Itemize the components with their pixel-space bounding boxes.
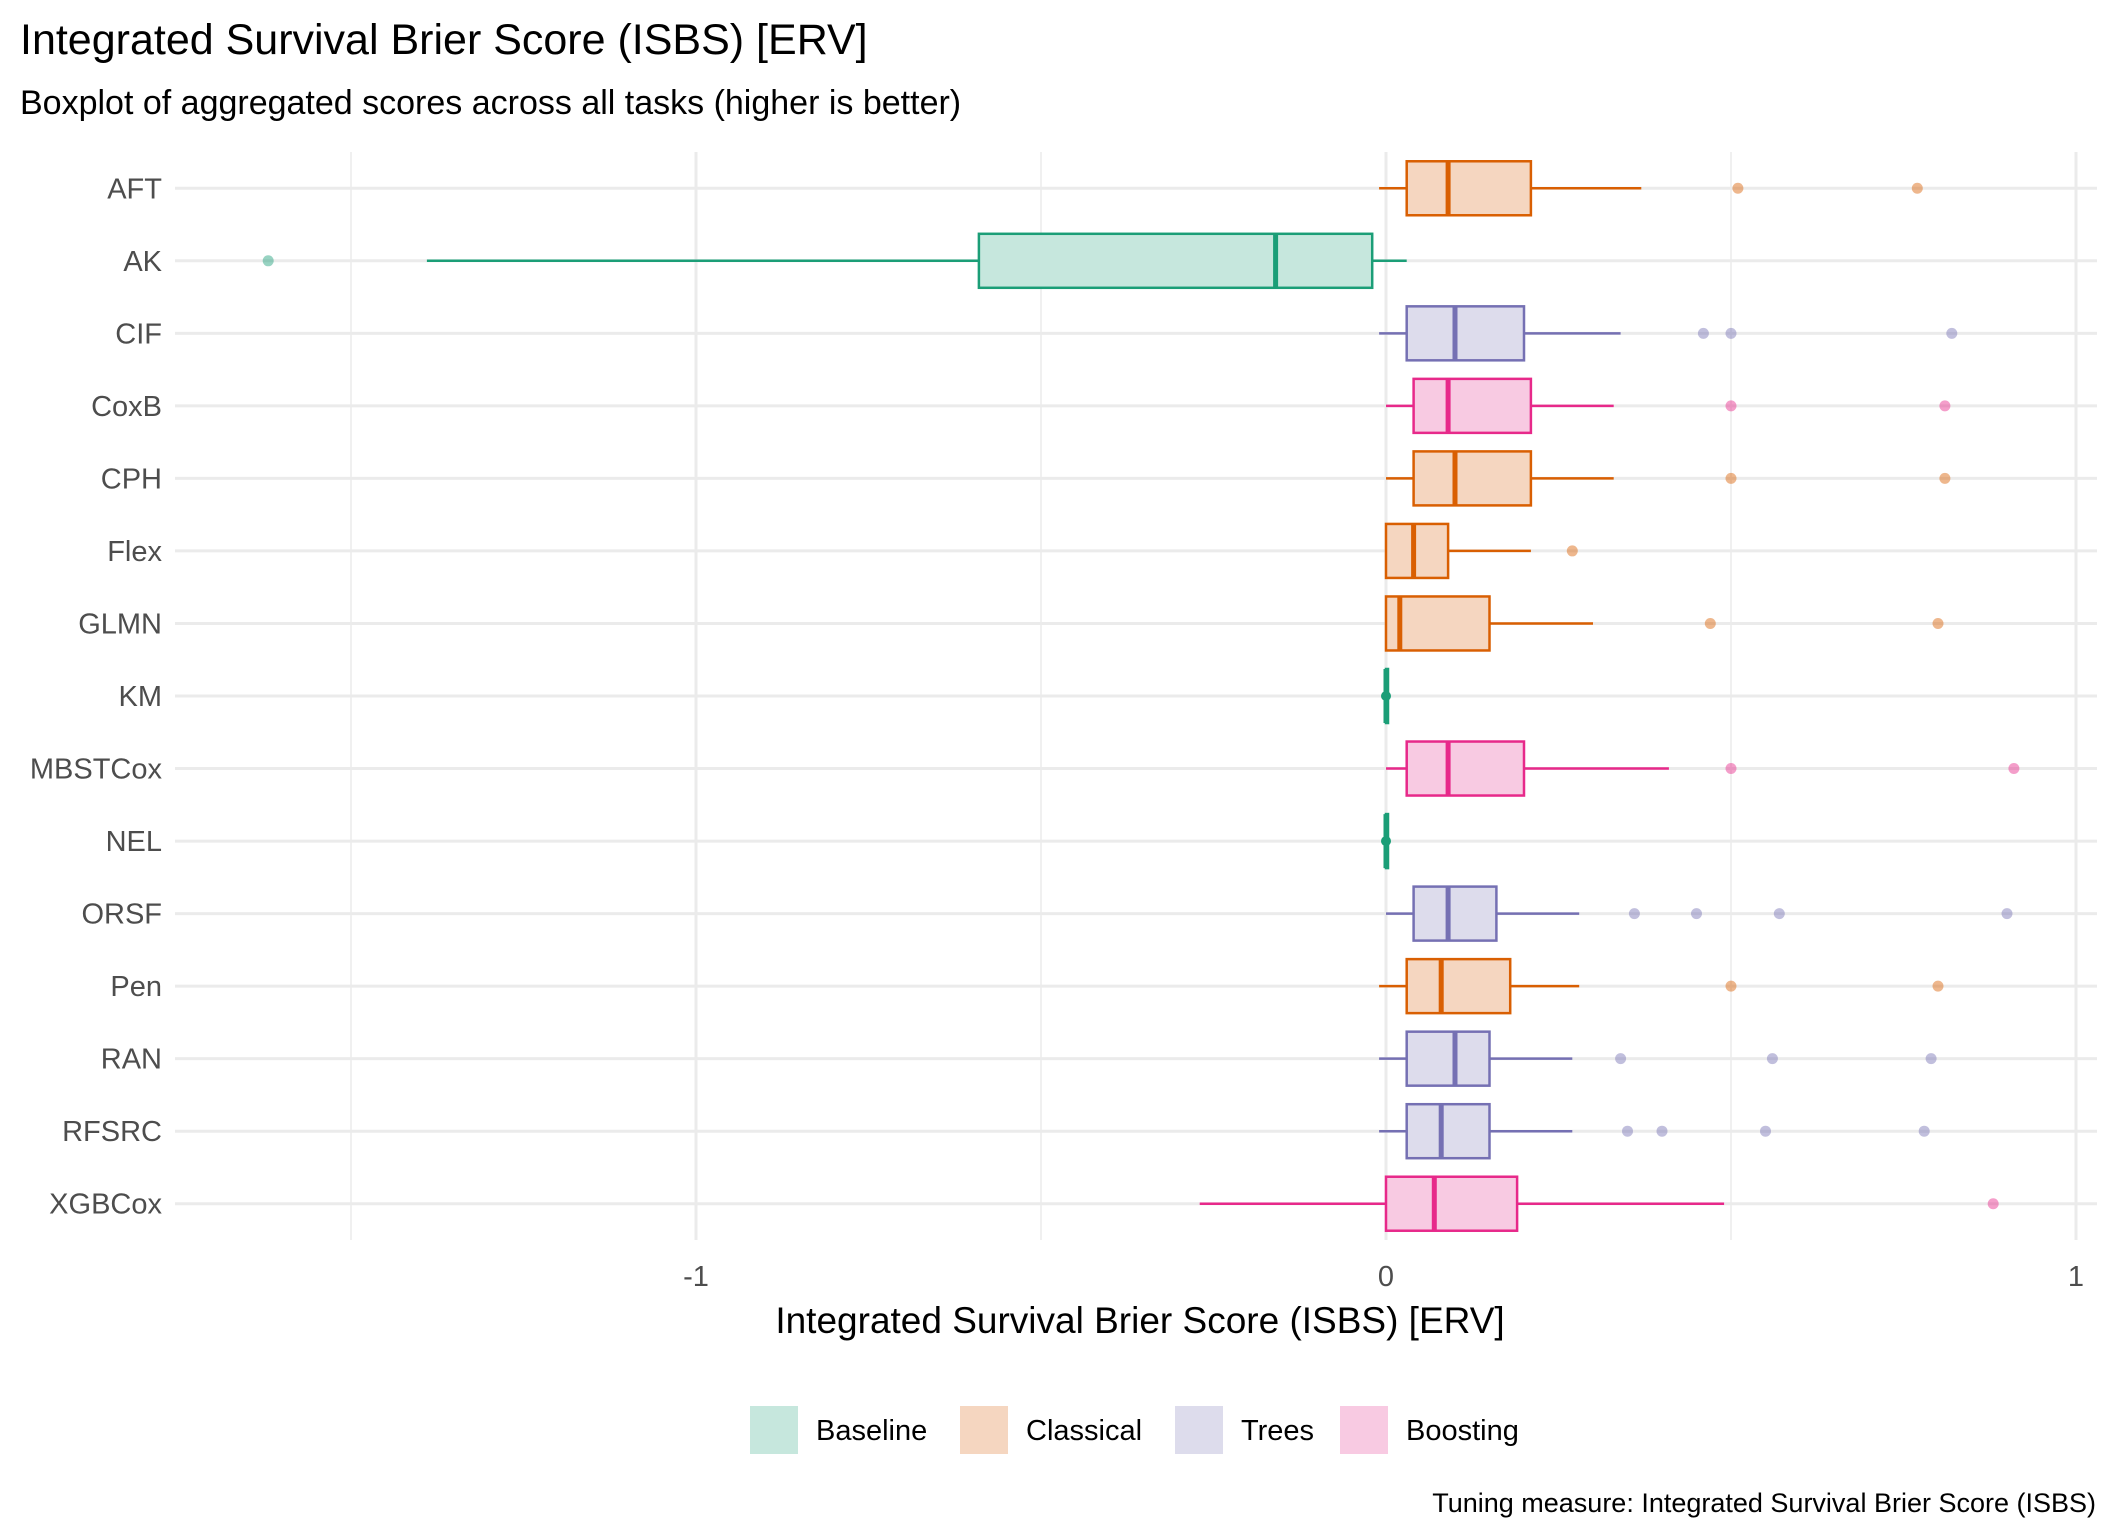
x-tick-label: 0 [1378,1261,1394,1293]
y-tick-label: CIF [115,318,162,350]
chart-subtitle: Boxplot of aggregated scores across all … [20,84,961,122]
box-mbstcox [1386,740,2020,797]
iqr-box [1412,450,1533,507]
box-xgbcox [1199,1175,1999,1232]
box-nel [1381,812,1391,870]
outlier-point [1766,1053,1778,1065]
chart-title: Integrated Survival Brier Score (ISBS) [… [20,16,868,64]
iqr-box [1405,1102,1491,1160]
y-tick-label: CPH [101,463,162,495]
y-tick-label: AFT [107,173,162,205]
x-tick-label: -1 [683,1261,709,1293]
box-rfsrc [1379,1102,1930,1160]
outlier-point [262,255,274,267]
y-tick-label: KM [119,681,163,713]
iqr-box [1384,1175,1519,1232]
y-tick-label: ORSF [81,899,162,931]
outlier-point [1760,1125,1771,1137]
y-tick-label: Flex [107,536,162,568]
box-coxb [1386,377,1951,435]
legend-label: Baseline [816,1415,927,1447]
outlier-point [1932,617,1944,629]
y-tick-label: RFSRC [62,1116,162,1148]
y-tick-label: MBSTCox [30,754,163,786]
outlier-point [1566,545,1578,557]
outlier-point [1615,1053,1627,1065]
outlier-point [1939,472,1951,484]
outlier-point [1656,1125,1668,1137]
box-cph [1386,450,1951,507]
outlier-point [1939,400,1951,412]
x-tick-label: 1 [2068,1261,2084,1293]
plot-area: AFT AK CIF CoxB CPH Flex GLMN KM MBSTCox NEL ORSF P… [30,152,2097,1293]
legend-swatch [1175,1406,1223,1454]
outlier-point [1725,980,1737,992]
x-axis-label: Integrated Survival Brier Score (ISBS) [… [775,1300,1504,1341]
outlier-point [1925,1053,1937,1065]
legend-swatch [1340,1406,1388,1454]
y-tick-label: RAN [101,1044,162,1076]
outlier-point [2001,908,2013,920]
outlier-point [2008,763,2020,775]
box-ak [262,232,1407,290]
box-pen [1379,957,1944,1015]
legend-label: Classical [1026,1415,1142,1447]
legend-label: Boosting [1406,1415,1519,1447]
outlier-point [1732,182,1744,194]
chart-caption: Tuning measure: Integrated Survival Brie… [1432,1488,2096,1518]
outlier-point [1932,980,1944,992]
outlier-point [1911,182,1923,194]
legend-swatch [960,1406,1008,1454]
box-aft [1379,160,1923,217]
median-point [1381,836,1391,847]
outlier-point [1725,400,1737,412]
box-km [1381,667,1391,725]
iqr-box [1405,1030,1491,1087]
iqr-box [977,232,1374,290]
y-tick-label: NEL [106,826,162,858]
outlier-point [1918,1125,1930,1137]
iqr-box [1412,377,1533,435]
y-tick-label: CoxB [91,391,162,423]
box-glmn [1384,595,1944,652]
outlier-point [1946,327,1958,339]
outlier-point [1987,1198,1999,1210]
iqr-box [1405,740,1526,797]
y-tick-label: AK [123,246,162,278]
iqr-box [1405,160,1533,217]
iqr-box [1405,305,1526,362]
box-ran [1379,1030,1937,1087]
legend: Baseline Classical Trees Boosting [750,1406,1519,1454]
y-tick-label: XGBCox [49,1189,162,1221]
outlier-point [1773,908,1785,920]
iqr-box [1384,522,1450,580]
outlier-point [1622,1125,1633,1137]
median-point [1381,691,1391,701]
outlier-point [1691,908,1702,920]
iqr-box [1405,957,1512,1015]
y-tick-label: Pen [110,971,162,1003]
box-flex [1384,522,1578,580]
legend-swatch [750,1406,798,1454]
box-cif [1379,305,1958,362]
legend-label: Trees [1241,1415,1314,1447]
outlier-point [1725,763,1737,775]
legend-item-boosting: Boosting [1340,1406,1519,1454]
outlier-point [1697,327,1709,339]
legend-item-classical: Classical [960,1406,1142,1454]
outlier-point [1628,908,1640,920]
y-tick-label: GLMN [78,608,162,640]
outlier-point [1725,327,1737,339]
iqr-box [1384,595,1491,652]
outlier-point [1725,472,1737,484]
legend-item-baseline: Baseline [750,1406,927,1454]
legend-item-trees: Trees [1175,1406,1314,1454]
outlier-point [1704,617,1716,629]
box-orsf [1386,885,2013,942]
iqr-box [1412,885,1498,942]
